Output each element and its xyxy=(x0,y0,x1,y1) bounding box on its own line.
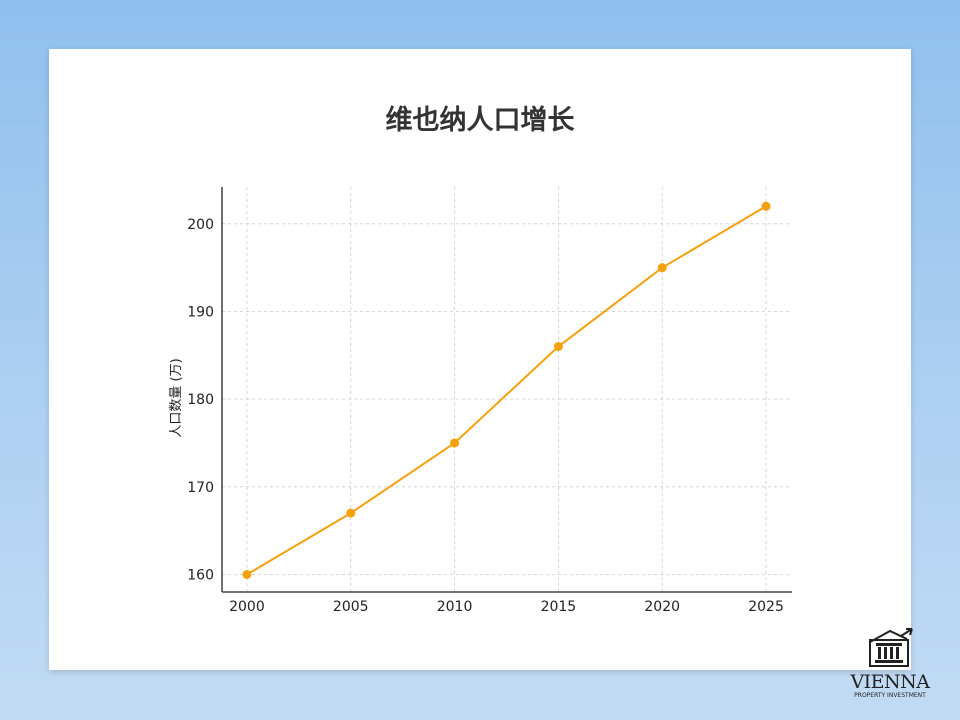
data-point xyxy=(450,438,460,448)
data-point xyxy=(657,263,667,273)
x-tick-label: 2015 xyxy=(541,599,577,615)
axes xyxy=(221,187,792,593)
logo: VIENNA PROPERTY INVESTMENT xyxy=(842,626,938,700)
tick-labels: 2000 2005 2010 2015 2020 2025 160 170 180 190 200 xyxy=(187,217,784,615)
x-tick-label: 2005 xyxy=(333,599,369,615)
y-tick-label: 190 xyxy=(187,304,214,320)
grid xyxy=(222,187,792,592)
y-tick-label: 170 xyxy=(187,480,214,496)
bank-building-growth-arrow-icon xyxy=(869,628,913,667)
y-tick-label: 200 xyxy=(187,217,214,233)
data-point xyxy=(242,569,252,579)
x-tick-label: 2025 xyxy=(748,599,784,615)
y-axis-label: 人口数量 (万) xyxy=(169,358,184,437)
chart-card xyxy=(49,49,911,670)
chart-title: 维也纳人口增长 xyxy=(385,105,575,136)
y-tick-label: 180 xyxy=(187,392,214,408)
data-point xyxy=(553,342,563,352)
series xyxy=(242,201,771,579)
x-tick-label: 2020 xyxy=(644,599,680,615)
data-point xyxy=(346,508,356,518)
logo-name: VIENNA xyxy=(850,671,930,693)
x-tick-label: 2000 xyxy=(229,599,265,615)
y-tick-label: 160 xyxy=(187,567,214,583)
x-tick-label: 2010 xyxy=(437,599,473,615)
data-point xyxy=(761,201,771,211)
logo-tagline: PROPERTY INVESTMENT xyxy=(854,692,926,699)
series-line xyxy=(246,205,767,576)
